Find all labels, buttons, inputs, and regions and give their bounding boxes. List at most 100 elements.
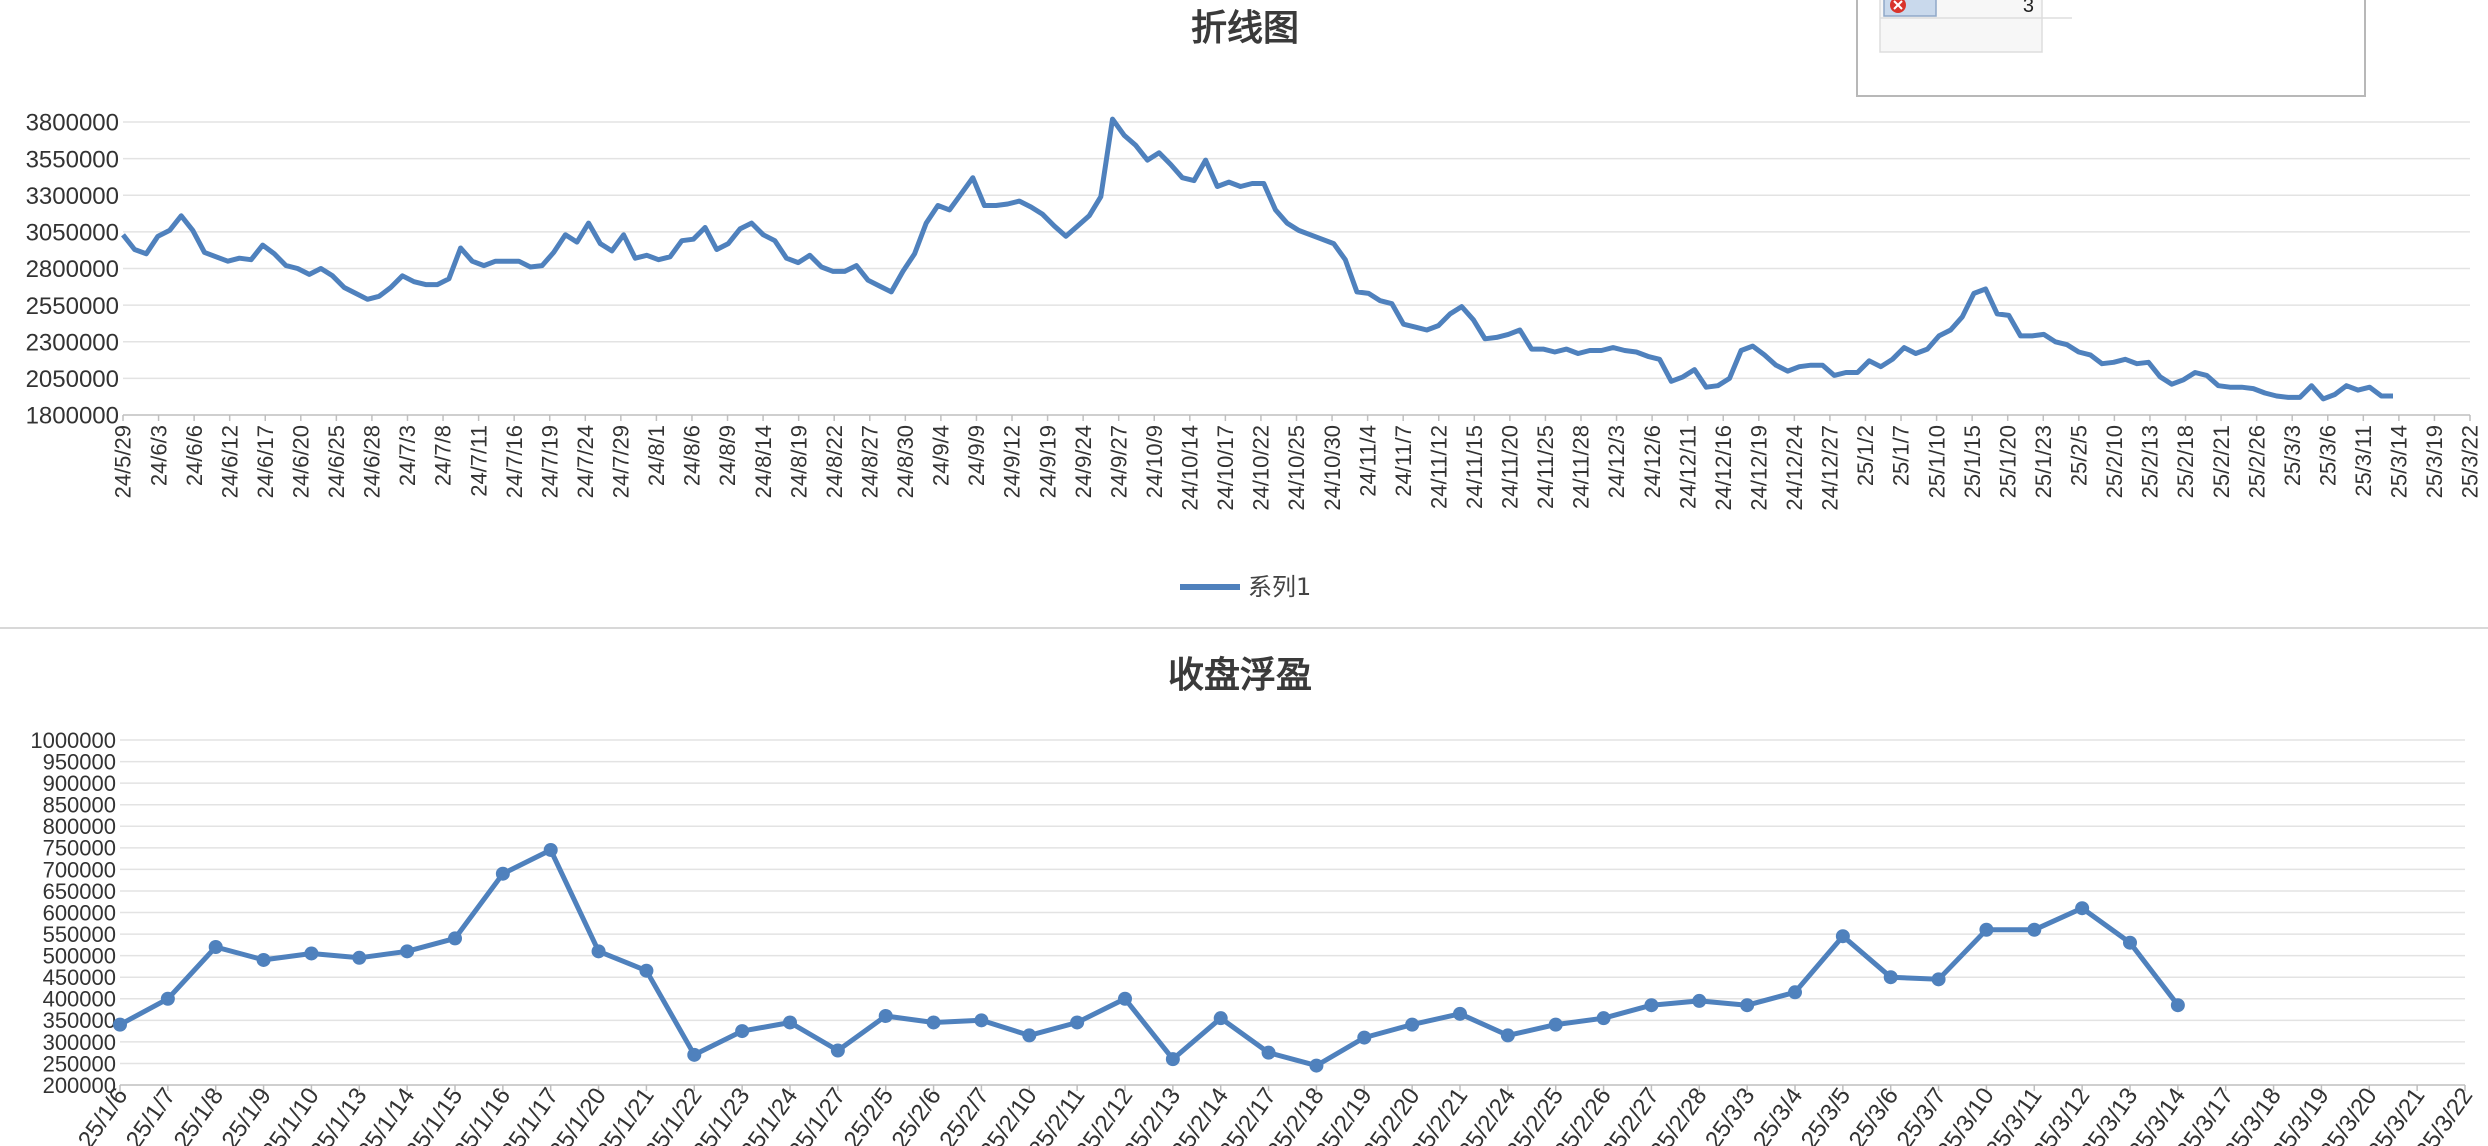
popup-value[interactable]: 3 bbox=[2023, 0, 2034, 17]
data-point bbox=[735, 1024, 750, 1039]
y-tick-label: 500000 bbox=[43, 944, 116, 969]
x-tick-label: 24/7/16 bbox=[502, 425, 527, 498]
data-point bbox=[1883, 970, 1898, 985]
y-tick-label: 650000 bbox=[43, 879, 116, 904]
x-tick-label: 25/3/19 bbox=[2422, 425, 2447, 498]
y-tick-label: 3800000 bbox=[26, 110, 119, 137]
x-tick-label: 24/8/1 bbox=[644, 425, 669, 486]
data-point bbox=[208, 940, 223, 954]
data-point bbox=[448, 931, 462, 946]
data-point bbox=[2075, 901, 2090, 916]
y-tick-label: 2800000 bbox=[26, 256, 119, 283]
y-tick-label: 950000 bbox=[43, 749, 116, 774]
line-chart-1: 折线图 3800000 3550000 3300000 3050000 2800000 25… bbox=[26, 8, 2483, 601]
x-tick-label: 24/7/29 bbox=[609, 425, 634, 498]
y-tick-label: 2050000 bbox=[26, 366, 119, 393]
x-tick-label: 24/6/17 bbox=[253, 425, 278, 498]
data-point bbox=[1596, 1011, 1611, 1026]
x-tick-label: 24/11/15 bbox=[1462, 425, 1487, 509]
x-tick-label: 24/11/25 bbox=[1533, 425, 1558, 509]
data-point bbox=[1405, 1017, 1420, 1032]
data-point bbox=[1165, 1052, 1180, 1067]
x-tick-label: 24/12/6 bbox=[1640, 425, 1665, 498]
data-point bbox=[1788, 985, 1802, 1000]
x-tick-label: 24/11/12 bbox=[1426, 425, 1451, 509]
x-tick-label: 25/3/22 bbox=[2458, 425, 2483, 498]
data-point bbox=[830, 1043, 845, 1058]
x-tick-label: 24/10/17 bbox=[1213, 425, 1238, 511]
data-point bbox=[1835, 929, 1850, 944]
x-tick-label: 25/1/20 bbox=[1995, 425, 2020, 498]
data-point bbox=[1548, 1017, 1563, 1032]
close-error-icon[interactable] bbox=[1890, 0, 1906, 13]
x-tick-label: 24/6/6 bbox=[182, 425, 207, 486]
x-tick-label: 24/8/9 bbox=[715, 425, 740, 486]
x-tick-label: 25/1/7 bbox=[1889, 425, 1914, 486]
y-tick-label: 2550000 bbox=[26, 293, 119, 320]
x-tick-label: 24/9/9 bbox=[964, 425, 989, 486]
data-point bbox=[2170, 998, 2185, 1013]
popup-panel[interactable]: 3 bbox=[1856, 0, 2366, 97]
data-point bbox=[878, 1009, 893, 1023]
x-tick-label: 24/9/27 bbox=[1106, 425, 1131, 498]
x-tick-label: 25/1/2 bbox=[1853, 425, 1878, 486]
y-tick-label: 2300000 bbox=[26, 329, 119, 356]
x-tick-label: 25/3/14 bbox=[2387, 425, 2412, 498]
x-tick-label: 24/6/20 bbox=[289, 425, 314, 498]
x-tick-label: 25/2/18 bbox=[2173, 425, 2198, 498]
y-tick-label: 900000 bbox=[43, 771, 116, 796]
x-tick-label: 24/6/28 bbox=[360, 425, 385, 498]
x-tick-label: 24/6/3 bbox=[146, 425, 171, 486]
data-point bbox=[113, 1017, 127, 1032]
y-tick-label: 1000000 bbox=[30, 728, 116, 753]
y-tick-label: 550000 bbox=[43, 922, 116, 947]
x-tick-label: 24/10/30 bbox=[1320, 425, 1345, 511]
x-tick-label: 24/6/25 bbox=[324, 425, 349, 498]
x-tick-label: 24/10/25 bbox=[1284, 425, 1309, 511]
x-tick-label: 24/12/19 bbox=[1746, 425, 1771, 511]
x-tick-label: 24/7/24 bbox=[573, 425, 598, 498]
y-tick-label: 700000 bbox=[43, 857, 116, 882]
x-tick-label: 24/8/19 bbox=[786, 425, 811, 498]
data-point bbox=[687, 1047, 702, 1062]
x-tick-label: 24/8/14 bbox=[751, 425, 776, 498]
data-point bbox=[2123, 935, 2137, 950]
y-tick-label: 3300000 bbox=[26, 183, 119, 210]
data-point bbox=[2027, 922, 2042, 937]
data-point bbox=[926, 1015, 941, 1030]
x-tick-label: 25/2/13 bbox=[2138, 425, 2163, 498]
data-point bbox=[495, 866, 510, 881]
x-tick-label: 24/9/12 bbox=[1000, 425, 1025, 498]
y-tick-label: 250000 bbox=[43, 1051, 116, 1076]
x-tick-label: 25/2/26 bbox=[2244, 425, 2269, 498]
data-point bbox=[591, 944, 606, 959]
data-point bbox=[543, 842, 558, 857]
x-tick-label: 24/6/12 bbox=[217, 425, 242, 498]
x-tick-label: 25/1/15 bbox=[1960, 425, 1985, 498]
x-tick-label: 24/9/4 bbox=[929, 425, 954, 486]
data-point bbox=[1500, 1028, 1515, 1043]
x-tick-label: 24/7/8 bbox=[431, 425, 456, 486]
x-tick-label: 24/9/19 bbox=[1035, 425, 1060, 498]
x-tick-label: 24/11/4 bbox=[1355, 425, 1380, 497]
x-tick-label: 24/8/6 bbox=[680, 425, 705, 486]
data-point bbox=[783, 1015, 797, 1030]
data-point bbox=[352, 950, 367, 965]
x-tick-label: 24/7/11 bbox=[466, 425, 491, 497]
legend-label: 系列1 bbox=[1248, 573, 1311, 601]
x-tick-label: 24/8/27 bbox=[857, 425, 882, 498]
data-point bbox=[1692, 993, 1707, 1008]
y-tick-label: 300000 bbox=[43, 1030, 116, 1055]
x-tick-label: 25/2/10 bbox=[2102, 425, 2127, 498]
data-point bbox=[1309, 1058, 1324, 1073]
x-tick-label: 24/12/24 bbox=[1782, 425, 1807, 511]
x-tick-label: 24/5/29 bbox=[111, 425, 136, 498]
series-line bbox=[121, 116, 2393, 402]
data-point bbox=[974, 1013, 989, 1028]
x-tick-label: 24/8/22 bbox=[822, 425, 847, 498]
data-point bbox=[400, 944, 415, 959]
data-point bbox=[1453, 1006, 1467, 1021]
x-tick-label: 24/7/3 bbox=[395, 425, 420, 486]
data-point bbox=[1644, 998, 1659, 1013]
